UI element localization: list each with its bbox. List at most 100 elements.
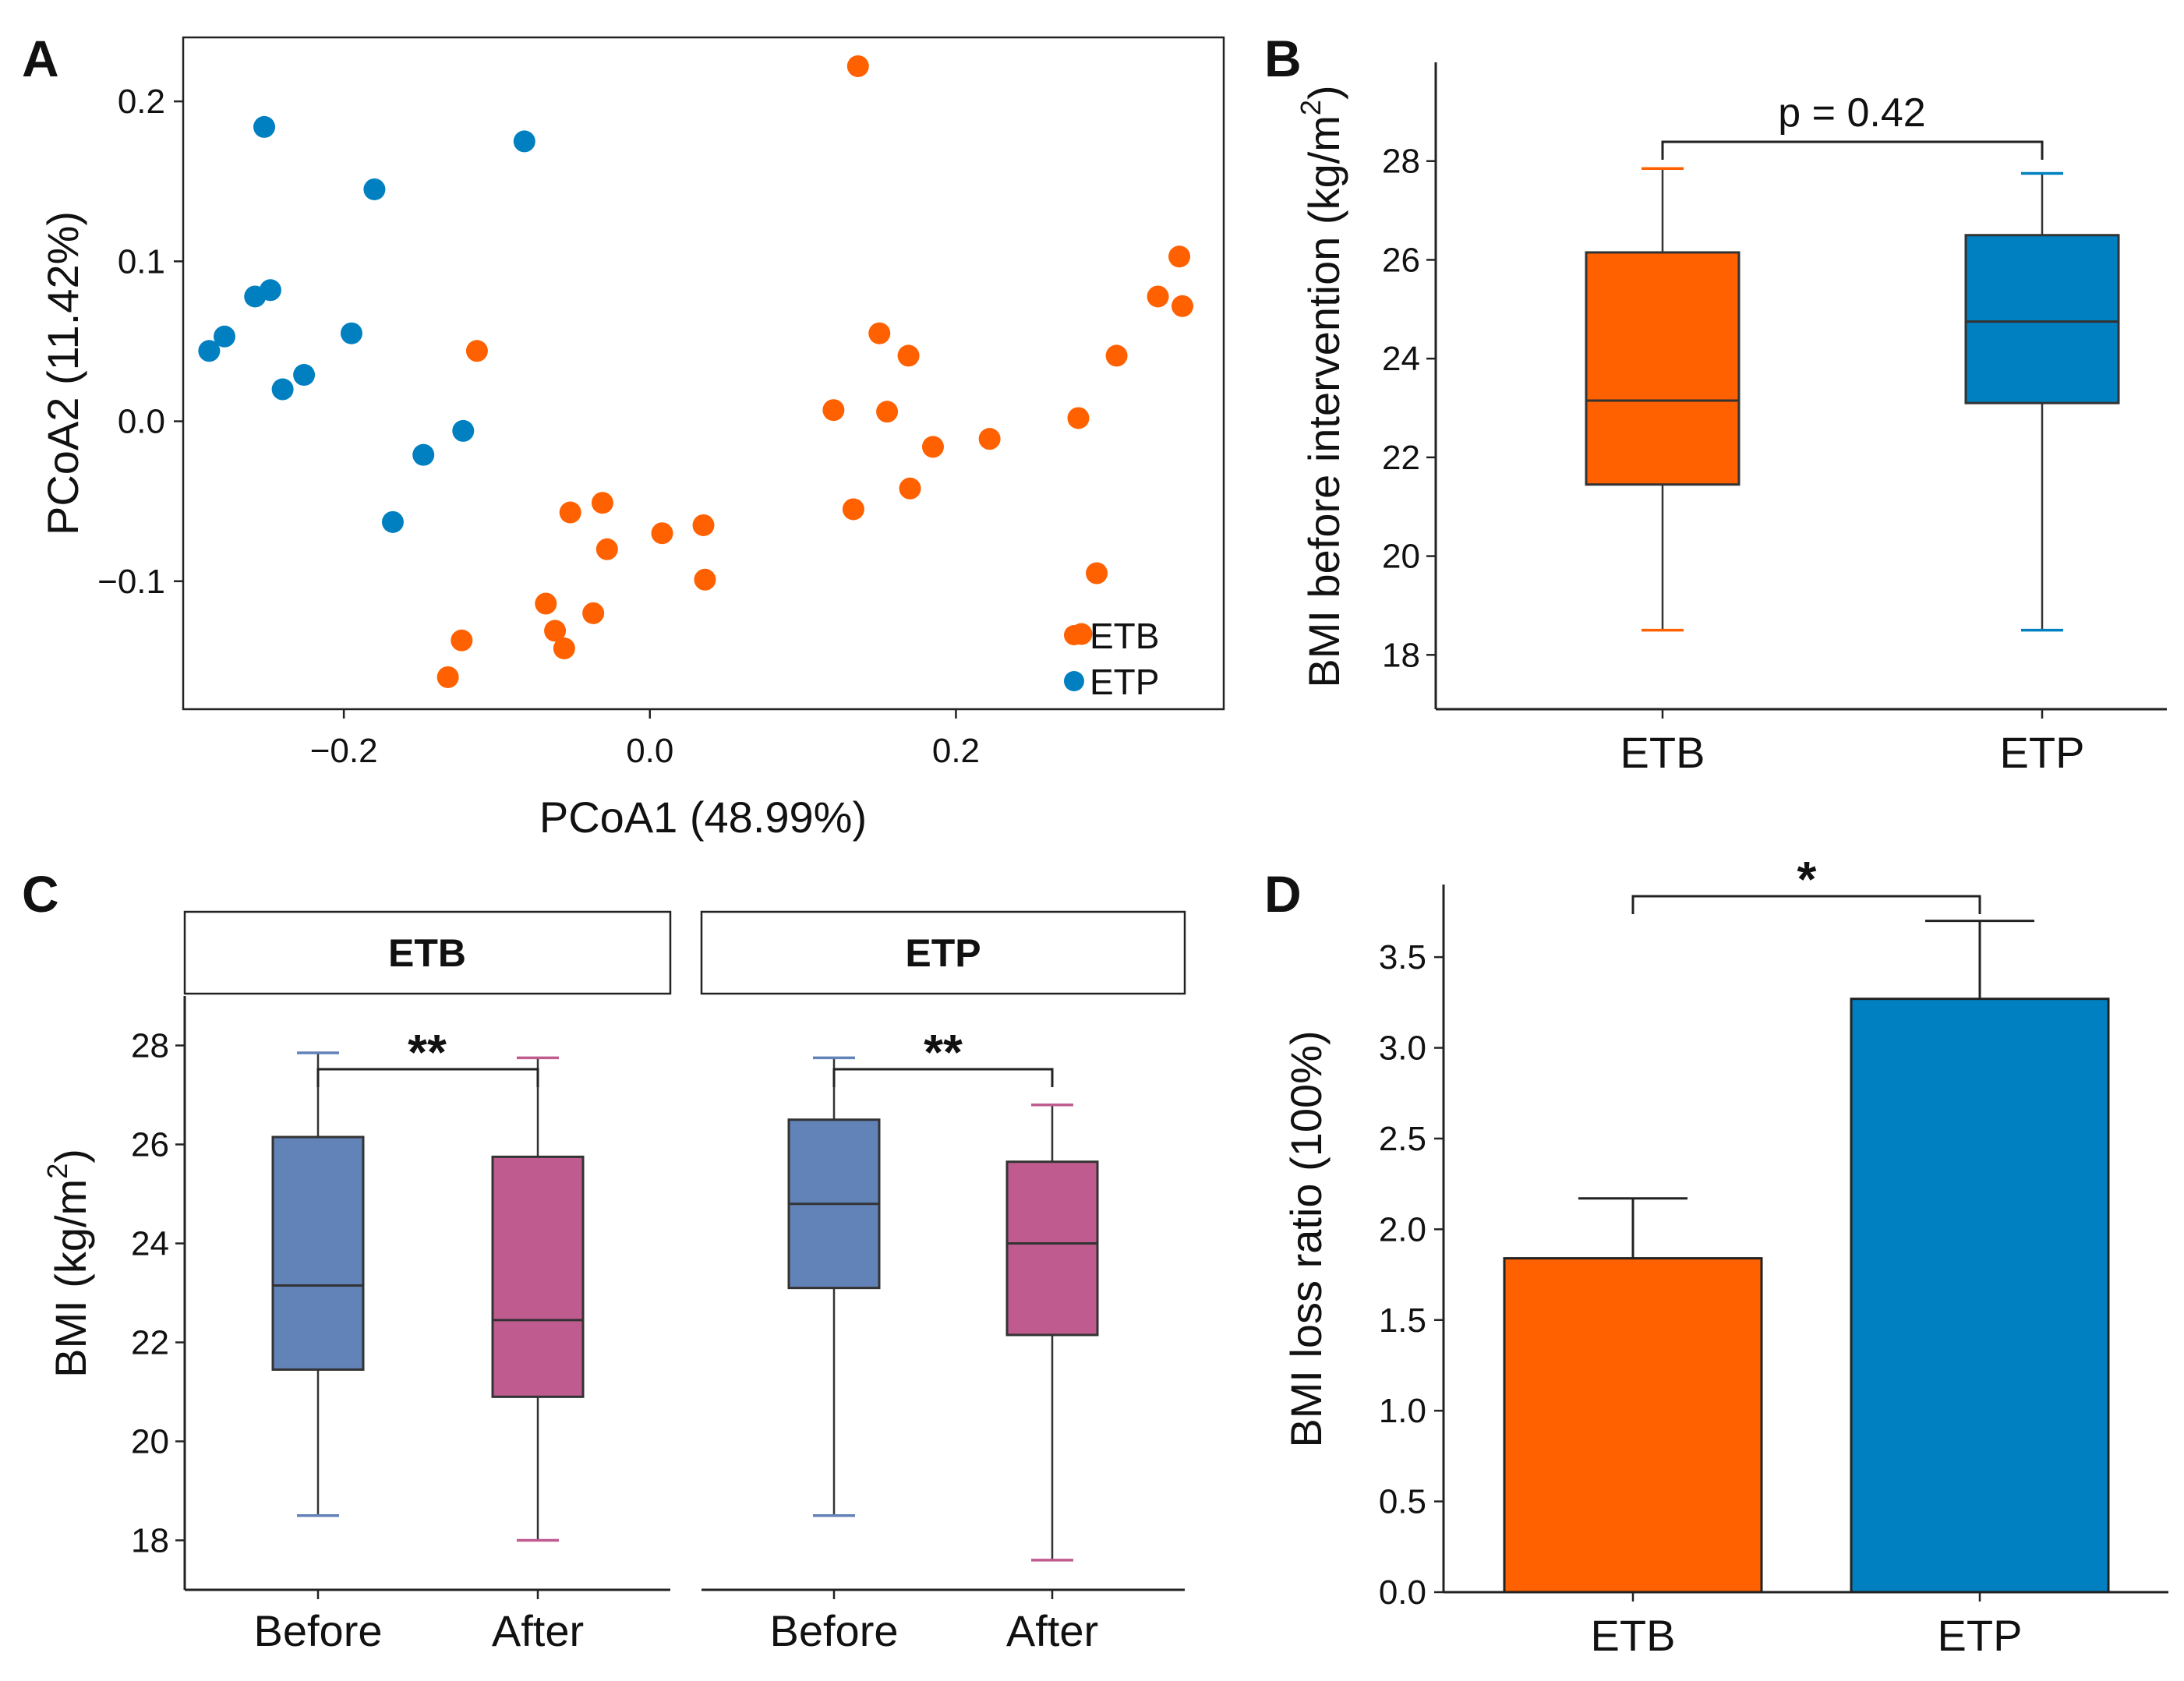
scatter-points <box>198 55 1193 688</box>
significance-bracket-etp <box>832 1068 1054 1087</box>
y-tick-label: 28 <box>131 1027 169 1065</box>
y-tick-label: 26 <box>131 1126 169 1164</box>
panel-a-pcoa-scatter: −0.2 0.0 0.2 −0.10.00.10.2 PCoA1 (48.99%) … <box>38 36 1225 842</box>
scatter-point-etb <box>1171 295 1193 317</box>
facet-strip-etp <box>700 910 1186 995</box>
bar-group-etp <box>1850 920 2110 1594</box>
x-tick-label-etb-before: Before <box>254 1606 383 1655</box>
scatter-point-etb <box>694 568 716 591</box>
scatter-point-etp <box>259 279 281 302</box>
significance-stars-etb: ** <box>408 1024 447 1080</box>
scatter-point-etb <box>1147 285 1169 308</box>
x-axis-label: PCoA1 (48.99%) <box>539 793 867 842</box>
scatter-point-etb <box>595 538 618 560</box>
x-tick-label: 0.2 <box>932 732 980 770</box>
scatter-point-etb <box>1086 562 1108 584</box>
y-tick-label: 0.0 <box>118 403 165 441</box>
box-etp-before <box>787 1056 881 1517</box>
p-value-annotation: p = 0.42 <box>1778 90 1925 136</box>
x-tick-label: 0.0 <box>626 732 673 770</box>
scatter-point-etb <box>559 501 581 524</box>
panel-label-d: D <box>1264 865 1302 923</box>
scatter-point-etp <box>363 178 386 200</box>
y-tick-label: 3.5 <box>1379 938 1426 976</box>
scatter-point-etb <box>1067 407 1090 429</box>
y-tick-label: 2.5 <box>1379 1120 1426 1158</box>
y-tick-label: 18 <box>1382 636 1420 674</box>
significance-bracket <box>1631 895 1981 914</box>
y-tick-label: 22 <box>1382 439 1420 477</box>
y-axis-label: BMI (kg/m2) <box>41 1149 95 1378</box>
interquartile-box <box>1005 1160 1099 1337</box>
scatter-point-etb <box>651 522 673 545</box>
scatter-point-etp <box>381 510 404 533</box>
facet-strip-label-etp: ETP <box>905 931 981 975</box>
scatter-point-etb <box>822 399 845 422</box>
panel-label-b: B <box>1264 30 1302 87</box>
scatter-point-etb <box>465 340 488 362</box>
interquartile-box <box>271 1135 365 1371</box>
interquartile-box <box>491 1155 585 1398</box>
scatter-point-etp <box>214 325 236 348</box>
y-tick-label: −0.1 <box>97 563 165 601</box>
scatter-point-etb <box>535 592 557 615</box>
scatter-point-etb <box>978 428 1001 450</box>
y-tick-label: 0.0 <box>1379 1573 1426 1612</box>
legend-marker-etp <box>1064 671 1084 691</box>
y-axis-ticks: −0.1 0.0 0.1 0.2 <box>97 83 183 601</box>
y-tick-label: 20 <box>131 1423 169 1461</box>
x-tick-label-etb: ETB <box>1620 728 1705 777</box>
y-tick-label: 22 <box>131 1324 169 1362</box>
box-etb-after <box>491 1056 585 1542</box>
panel-label-c: C <box>22 865 59 923</box>
significance-bracket-etb <box>316 1068 539 1087</box>
legend: ETB ETP <box>1064 616 1159 702</box>
interquartile-box <box>1585 251 1740 486</box>
y-tick-label: 0.1 <box>118 242 165 281</box>
y-tick-label: 0.5 <box>1379 1483 1426 1521</box>
bars <box>1503 920 2110 1594</box>
y-tick-label: 0.2 <box>118 83 165 121</box>
x-axis-ticks: −0.2 0.0 0.2 <box>310 709 980 770</box>
facet-strip-label-etb: ETB <box>388 931 466 975</box>
scatter-point-etb <box>876 401 899 423</box>
y-axis-label-close: ) <box>46 1149 95 1164</box>
scatter-point-etb <box>692 514 715 536</box>
scatter-point-etp <box>452 419 475 442</box>
x-axis-ticks: ETB ETP <box>1620 709 2084 777</box>
y-tick-label: 2.0 <box>1379 1210 1426 1248</box>
y-axis-label-superscript: 2 <box>1295 100 1327 115</box>
y-tick-label: 24 <box>131 1225 169 1263</box>
scatter-point-etb <box>451 629 473 652</box>
y-tick-label: 24 <box>1382 340 1420 378</box>
significance-star: * <box>1797 851 1817 907</box>
x-axis-ticks: Before After Before After <box>254 1590 1098 1655</box>
y-tick-label: 28 <box>1382 143 1420 181</box>
significance-stars-etp: ** <box>924 1024 963 1080</box>
scatter-point-etp <box>340 322 362 344</box>
box-etb-before <box>271 1051 365 1517</box>
scatter-point-etb <box>897 344 920 367</box>
scatter-point-etb <box>846 55 869 77</box>
y-axis-ticks: 18 20 22 24 26 28 <box>131 1027 185 1560</box>
y-tick-label: 26 <box>1382 241 1420 279</box>
scatter-point-etb <box>921 436 944 458</box>
box-etb <box>1585 167 1740 632</box>
significance-bracket <box>1661 140 2044 160</box>
scatter-point-etb <box>544 620 567 642</box>
scatter-point-etp <box>412 443 435 466</box>
boxes <box>271 1051 1099 1562</box>
panel-label-a: A <box>22 30 59 87</box>
y-axis-label-main: BMI (kg/m <box>46 1179 95 1378</box>
scatter-point-etb <box>899 477 921 500</box>
y-tick-label: 1.5 <box>1379 1301 1426 1340</box>
panel-d-bar-chart: 0.0 0.5 1.0 1.5 2.0 2.5 3.0 3.5 ETB ETP * BMI lo… <box>1281 851 2168 1660</box>
x-tick-label-etp: ETP <box>1938 1611 2023 1660</box>
y-axis-label-close: ) <box>1299 85 1348 100</box>
x-tick-label-etb-after: After <box>492 1606 584 1655</box>
legend-label-etb: ETB <box>1090 616 1159 656</box>
scatter-point-etb <box>436 666 459 688</box>
legend-marker-etb <box>1064 625 1084 645</box>
y-axis-ticks: 18 20 22 24 26 28 <box>1382 143 1436 674</box>
box-etp <box>1964 171 2120 632</box>
